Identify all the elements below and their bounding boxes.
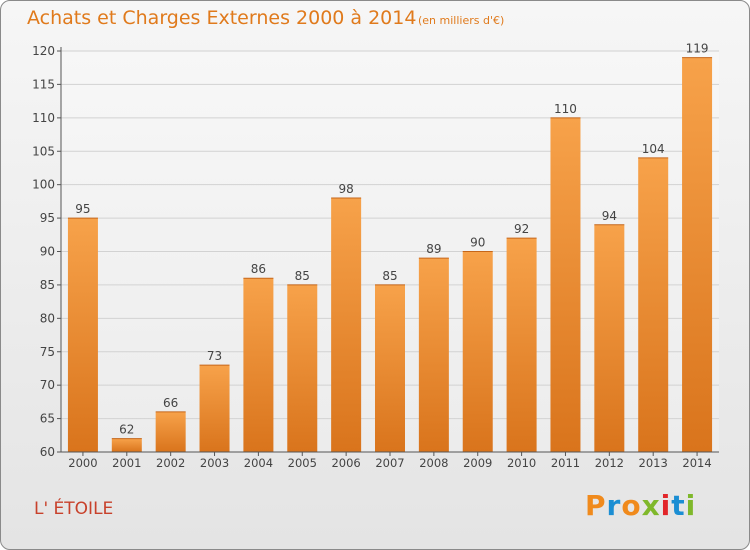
value-label: 86 [251,262,266,276]
value-label: 95 [75,202,90,216]
value-label: 104 [642,142,665,156]
x-tick-label: 2004 [244,456,273,470]
x-tick-label: 2014 [682,456,711,470]
value-label: 110 [554,102,577,116]
bar-2005 [287,284,318,452]
bar-2009 [462,251,493,452]
bar-2014 [682,57,713,452]
bar-2001 [111,438,142,452]
logo-letter: r [606,489,622,522]
y-tick-label: 115 [32,77,55,91]
value-label: 62 [119,423,134,437]
bar-2011 [550,117,581,452]
value-label: 90 [470,236,485,250]
bar-2013 [638,157,669,452]
x-tick-label: 2007 [375,456,404,470]
logo-letter: i [685,489,697,522]
bar-2004 [243,278,274,452]
logo-letter: t [671,489,686,522]
y-tick-label: 120 [32,44,55,58]
proxiti-logo: Proxiti [585,489,696,522]
x-tick-label: 2012 [595,456,624,470]
bar-2003 [199,365,230,452]
logo-letter: x [641,489,661,522]
y-tick-label: 80 [40,311,55,325]
value-label: 66 [163,396,178,410]
value-label: 85 [382,269,397,283]
x-tick-label: 2009 [463,456,492,470]
x-tick-label: 2005 [288,456,317,470]
value-label: 98 [338,182,353,196]
x-tick-label: 2002 [156,456,185,470]
x-tick-label: 2006 [331,456,360,470]
x-tick-label: 2001 [112,456,141,470]
logo-letter: o [621,489,642,522]
bar-2002 [155,411,186,452]
y-tick-label: 110 [32,111,55,125]
bar-2000 [67,218,98,452]
logo-letter: P [585,489,607,522]
value-label: 73 [207,349,222,363]
x-tick-label: 2008 [419,456,448,470]
y-tick-label: 70 [40,378,55,392]
x-tick-label: 2010 [507,456,536,470]
y-tick-label: 75 [40,345,55,359]
value-label: 94 [602,209,617,223]
y-tick-label: 60 [40,445,55,459]
bar-2008 [418,258,449,452]
x-tick-label: 2003 [200,456,229,470]
bar-2010 [506,238,537,452]
value-label: 85 [295,269,310,283]
bar-2006 [331,198,362,452]
x-tick-label: 2013 [639,456,668,470]
y-tick-label: 65 [40,412,55,426]
chart-subtitle: (en milliers d'€) [418,14,505,27]
y-tick-label: 85 [40,278,55,292]
y-tick-label: 95 [40,211,55,225]
x-tick-label: 2000 [68,456,97,470]
value-label: 92 [514,222,529,236]
bar-2007 [375,284,405,452]
chart-title: Achats et Charges Externes 2000 à 2014 [27,7,417,29]
bar-2012 [594,224,625,452]
y-tick-label: 90 [40,245,55,259]
commune-name: L' ÉTOILE [34,499,114,519]
logo-letter: i [660,489,672,522]
y-tick-label: 100 [32,178,55,192]
y-tick-label: 105 [32,144,55,158]
value-label: 89 [426,242,441,256]
x-tick-label: 2011 [551,456,580,470]
value-label: 119 [686,42,709,56]
